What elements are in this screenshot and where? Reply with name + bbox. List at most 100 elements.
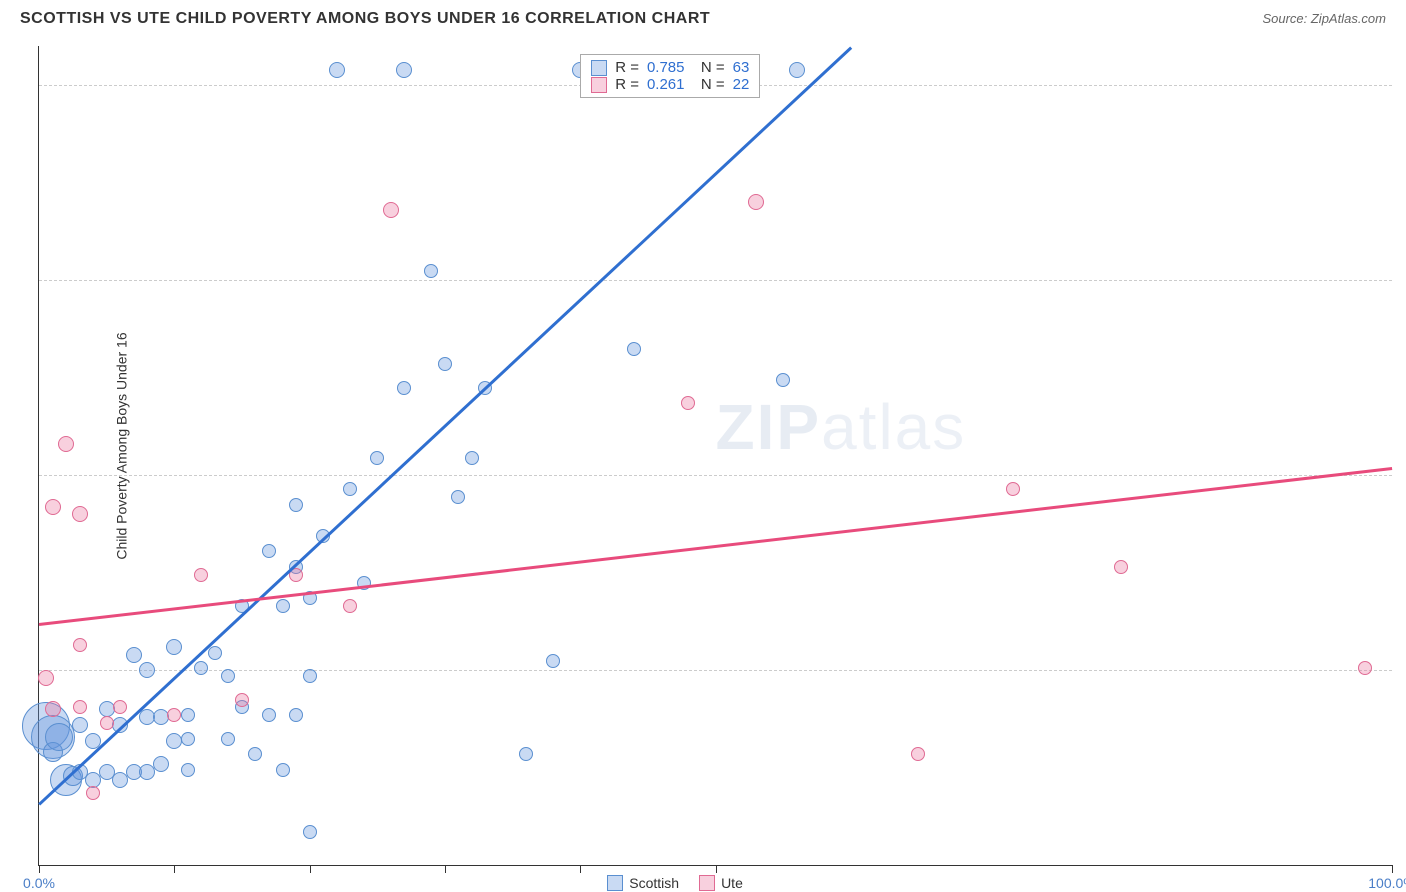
- data-point-ute[interactable]: [343, 599, 357, 613]
- data-point-scottish[interactable]: [208, 646, 222, 660]
- x-tick: [445, 865, 446, 873]
- data-point-scottish[interactable]: [465, 451, 479, 465]
- legend-row-ute: R = 0.261 N = 22: [591, 76, 749, 93]
- data-point-scottish[interactable]: [153, 756, 169, 772]
- source-prefix: Source:: [1262, 11, 1310, 26]
- x-tick: [39, 865, 40, 873]
- legend-swatch: [591, 60, 607, 76]
- data-point-ute[interactable]: [911, 747, 925, 761]
- data-point-ute[interactable]: [38, 670, 54, 686]
- data-point-scottish[interactable]: [181, 732, 195, 746]
- data-point-ute[interactable]: [1358, 661, 1372, 675]
- y-tick-label: 100.0%: [1402, 77, 1406, 93]
- data-point-scottish[interactable]: [789, 62, 805, 78]
- legend-row-scottish: R = 0.785 N = 63: [591, 59, 749, 76]
- legend-n-label: N =: [693, 59, 725, 76]
- data-point-scottish[interactable]: [627, 342, 641, 356]
- data-point-scottish[interactable]: [396, 62, 412, 78]
- data-point-ute[interactable]: [73, 638, 87, 652]
- legend-label: Scottish: [629, 875, 679, 891]
- y-tick-label: 75.0%: [1402, 272, 1406, 288]
- data-point-scottish[interactable]: [303, 669, 317, 683]
- data-point-scottish[interactable]: [194, 661, 208, 675]
- data-point-ute[interactable]: [45, 499, 61, 515]
- x-tick: [310, 865, 311, 873]
- legend-n-value: 63: [733, 59, 750, 76]
- data-point-scottish[interactable]: [181, 708, 195, 722]
- data-point-scottish[interactable]: [45, 723, 73, 751]
- data-point-ute[interactable]: [1006, 482, 1020, 496]
- trendline-scottish: [38, 46, 851, 804]
- legend-item-scottish[interactable]: Scottish: [607, 875, 679, 891]
- y-tick-label: 50.0%: [1402, 467, 1406, 483]
- chart-title: SCOTTISH VS UTE CHILD POVERTY AMONG BOYS…: [20, 10, 710, 28]
- data-point-scottish[interactable]: [221, 732, 235, 746]
- x-tick-label: 0.0%: [23, 875, 55, 891]
- data-point-ute[interactable]: [748, 194, 764, 210]
- y-tick-label: 25.0%: [1402, 662, 1406, 678]
- legend-label: Ute: [721, 875, 743, 891]
- source-attribution: Source: ZipAtlas.com: [1262, 10, 1386, 28]
- data-point-scottish[interactable]: [303, 825, 317, 839]
- x-tick: [174, 865, 175, 873]
- data-point-scottish[interactable]: [397, 381, 411, 395]
- legend-swatch: [607, 875, 623, 891]
- data-point-scottish[interactable]: [329, 62, 345, 78]
- data-point-ute[interactable]: [73, 700, 87, 714]
- data-point-scottish[interactable]: [776, 373, 790, 387]
- x-tick: [1392, 865, 1393, 873]
- correlation-legend: R = 0.785 N = 63R = 0.261 N = 22: [580, 54, 760, 98]
- data-point-scottish[interactable]: [248, 747, 262, 761]
- data-point-ute[interactable]: [58, 436, 74, 452]
- data-point-scottish[interactable]: [153, 709, 169, 725]
- chart-plot-area: 25.0%50.0%75.0%100.0%0.0%100.0%ZIPatlasR…: [38, 46, 1392, 866]
- x-tick: [716, 865, 717, 873]
- data-point-scottish[interactable]: [262, 544, 276, 558]
- x-tick-label: 100.0%: [1368, 875, 1406, 891]
- data-point-ute[interactable]: [383, 202, 399, 218]
- data-point-scottish[interactable]: [166, 639, 182, 655]
- data-point-scottish[interactable]: [72, 717, 88, 733]
- data-point-ute[interactable]: [235, 693, 249, 707]
- legend-item-ute[interactable]: Ute: [699, 875, 743, 891]
- data-point-scottish[interactable]: [276, 599, 290, 613]
- data-point-ute[interactable]: [100, 716, 114, 730]
- data-point-scottish[interactable]: [289, 498, 303, 512]
- data-point-ute[interactable]: [1114, 560, 1128, 574]
- legend-r-label: R =: [615, 59, 639, 76]
- data-point-scottish[interactable]: [139, 662, 155, 678]
- data-point-ute[interactable]: [167, 708, 181, 722]
- data-point-scottish[interactable]: [438, 357, 452, 371]
- data-point-ute[interactable]: [681, 396, 695, 410]
- series-legend: Scottish Ute: [607, 875, 743, 891]
- data-point-scottish[interactable]: [424, 264, 438, 278]
- data-point-scottish[interactable]: [546, 654, 560, 668]
- data-point-ute[interactable]: [113, 700, 127, 714]
- data-point-scottish[interactable]: [126, 647, 142, 663]
- gridline-h: [39, 670, 1392, 671]
- data-point-scottish[interactable]: [276, 763, 290, 777]
- data-point-scottish[interactable]: [221, 669, 235, 683]
- gridline-h: [39, 475, 1392, 476]
- data-point-scottish[interactable]: [262, 708, 276, 722]
- data-point-scottish[interactable]: [451, 490, 465, 504]
- data-point-ute[interactable]: [86, 786, 100, 800]
- data-point-ute[interactable]: [72, 506, 88, 522]
- data-point-ute[interactable]: [194, 568, 208, 582]
- legend-n-value: 22: [733, 76, 750, 93]
- gridline-h: [39, 280, 1392, 281]
- data-point-scottish[interactable]: [289, 708, 303, 722]
- data-point-scottish[interactable]: [519, 747, 533, 761]
- data-point-scottish[interactable]: [370, 451, 384, 465]
- x-tick: [580, 865, 581, 873]
- legend-r-label: R =: [615, 76, 639, 93]
- legend-n-label: N =: [693, 76, 725, 93]
- legend-r-value: 0.785: [647, 59, 685, 76]
- data-point-ute[interactable]: [45, 701, 61, 717]
- watermark: ZIPatlas: [716, 390, 967, 464]
- legend-swatch: [699, 875, 715, 891]
- data-point-scottish[interactable]: [181, 763, 195, 777]
- data-point-scottish[interactable]: [343, 482, 357, 496]
- data-point-scottish[interactable]: [166, 733, 182, 749]
- data-point-scottish[interactable]: [99, 701, 115, 717]
